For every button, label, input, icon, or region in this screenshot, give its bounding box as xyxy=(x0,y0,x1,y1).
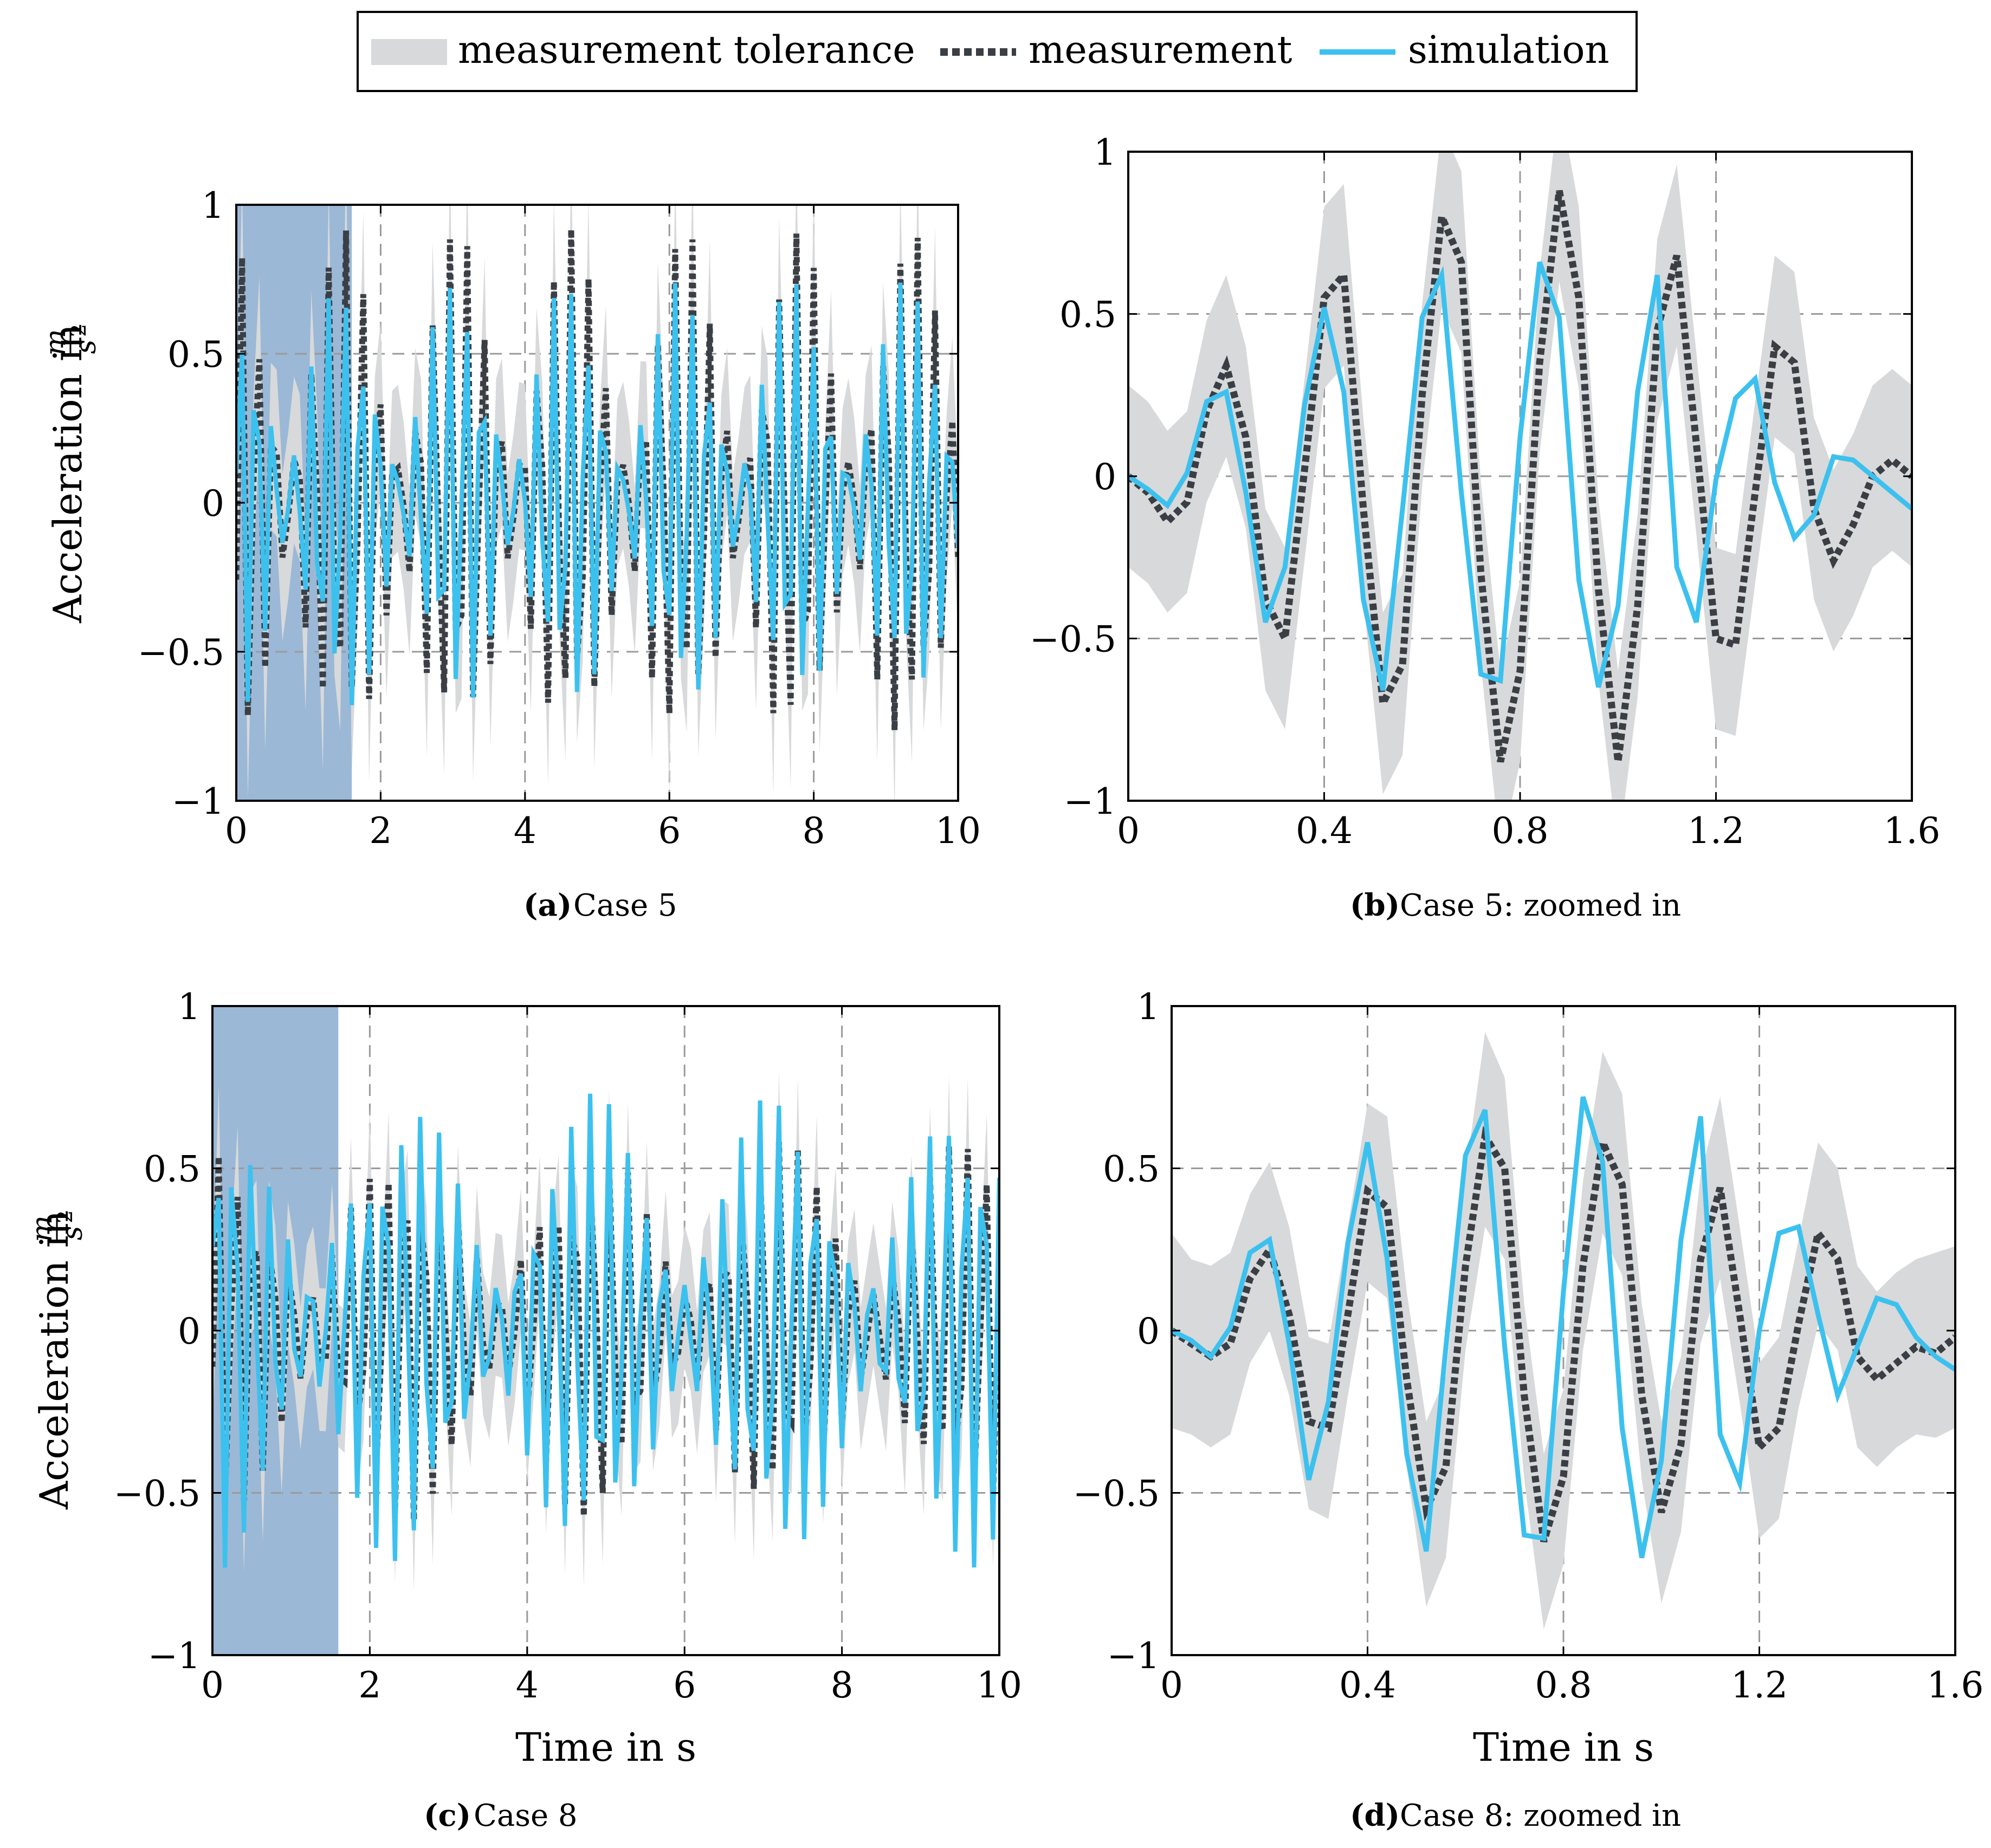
y-tick-label: 1 xyxy=(1137,986,1160,1028)
y-tick-label: 0 xyxy=(178,1311,201,1352)
panel-c-caption-tag: (c) xyxy=(424,1798,471,1833)
legend-swatch-tolerance xyxy=(371,39,447,65)
x-tick-label: 0 xyxy=(1160,1664,1183,1706)
y-tick-label: 0.5 xyxy=(1059,294,1116,336)
x-tick-label: 1.6 xyxy=(1884,810,1941,852)
x-tick-label: 2 xyxy=(358,1664,381,1706)
y-tick-label: −0.5 xyxy=(1030,619,1116,660)
panel-b-simulation-line xyxy=(1128,261,1912,691)
x-tick-label: 0.8 xyxy=(1492,810,1549,852)
y-tick-label: −1 xyxy=(1107,1635,1160,1677)
y-tick-label: 0 xyxy=(1094,456,1116,498)
panel-d-caption-tag: (d) xyxy=(1350,1798,1400,1833)
panel-c-y-axis-label: Acceleration in m s 2 xyxy=(26,1210,89,1510)
x-tick-label: 0 xyxy=(201,1664,224,1706)
y-tick-label: −0.5 xyxy=(138,632,224,673)
legend: measurement tolerance measurement simula… xyxy=(357,11,1638,92)
x-tick-label: 2 xyxy=(369,810,392,852)
panel-c-caption: Case 8 xyxy=(474,1798,578,1833)
panel-a-caption-tag: (a) xyxy=(523,887,572,923)
legend-box xyxy=(357,11,1638,92)
panel-d-x-axis-label: Time in s xyxy=(1473,1724,1654,1770)
panel-d: 0 0.4 0.8 1.2 1.6 −1 −0.5 0 0.5 1 Time in s (d) C… xyxy=(1073,986,1984,1833)
panel-d-tolerance-band xyxy=(1172,1032,1955,1630)
x-tick-label: 1.6 xyxy=(1927,1664,1984,1706)
y-tick-label: −0.5 xyxy=(1073,1473,1160,1515)
x-tick-label: 1.2 xyxy=(1731,1664,1788,1706)
x-tick-label: 6 xyxy=(658,810,681,852)
panel-a-ticks: 0 2 4 6 8 10 −1 −0.5 0 0.5 1 xyxy=(138,185,981,852)
y-tick-label: 0.5 xyxy=(167,334,224,375)
y-tick-label: 1 xyxy=(202,185,224,226)
panel-a-caption: Case 5 xyxy=(573,888,677,923)
panel-d-ticks: 0 0.4 0.8 1.2 1.6 −1 −0.5 0 0.5 1 xyxy=(1073,986,1984,1706)
y-tick-label: 1 xyxy=(1094,132,1116,173)
panel-a: 0 2 4 6 8 10 −1 −0.5 0 0.5 1 Acceleration in m s 2… xyxy=(40,185,981,923)
x-tick-label: 0.8 xyxy=(1535,1664,1592,1706)
y-tick-label: 0.5 xyxy=(144,1149,201,1190)
x-tick-label: 10 xyxy=(935,810,981,852)
panel-c-simulation-line xyxy=(212,1093,999,1568)
panel-b: 0 0.4 0.8 1.2 1.6 −1 −0.5 0 0.5 1 (b) Case 5: zoo… xyxy=(1030,132,1941,923)
x-tick-label: 4 xyxy=(514,810,536,852)
legend-label-simulation: simulation xyxy=(1408,28,1609,72)
panel-d-caption: Case 8: zoomed in xyxy=(1400,1798,1681,1833)
x-tick-label: 8 xyxy=(803,810,825,852)
panel-d-simulation-line xyxy=(1172,1096,1955,1559)
x-tick-label: 0.4 xyxy=(1339,1664,1396,1706)
panel-b-caption: Case 5: zoomed in xyxy=(1400,888,1681,923)
y-tick-label: −1 xyxy=(172,781,224,822)
y-tick-label: 1 xyxy=(178,986,201,1028)
panel-d-measurement-line xyxy=(1172,1125,1955,1543)
x-tick-label: 4 xyxy=(516,1664,539,1706)
y-tick-label: −0.5 xyxy=(114,1473,201,1515)
x-tick-label: 0.4 xyxy=(1296,810,1353,852)
svg-text:m: m xyxy=(26,1215,59,1242)
panel-c-x-axis-label: Time in s xyxy=(515,1724,696,1770)
x-tick-label: 10 xyxy=(977,1664,1022,1706)
svg-text:s: s xyxy=(56,1226,89,1241)
svg-text:Acceleration in: Acceleration in xyxy=(45,324,90,624)
y-tick-label: 0.5 xyxy=(1103,1149,1160,1190)
x-tick-label: 0 xyxy=(225,810,248,852)
panel-c-ticks: 0 2 4 6 8 10 −1 −0.5 0 0.5 1 xyxy=(114,986,1022,1706)
x-tick-label: 0 xyxy=(1117,810,1140,852)
panel-c: 0 2 4 6 8 10 −1 −0.5 0 0.5 1 Acceleration in m s 2… xyxy=(26,986,1022,1833)
panel-b-measurement-line xyxy=(1128,190,1912,763)
svg-text:Acceleration in: Acceleration in xyxy=(31,1210,77,1510)
x-tick-label: 8 xyxy=(831,1664,854,1706)
y-tick-label: −1 xyxy=(1064,781,1116,822)
panel-a-simulation-line xyxy=(236,282,958,705)
legend-label-measurement: measurement xyxy=(1029,28,1292,72)
y-tick-label: 0 xyxy=(1137,1311,1160,1352)
x-tick-label: 6 xyxy=(673,1664,696,1706)
y-tick-label: −1 xyxy=(148,1635,201,1677)
svg-text:m: m xyxy=(40,329,72,355)
panel-a-y-axis-label: Acceleration in m s 2 xyxy=(40,324,102,624)
legend-label-tolerance: measurement tolerance xyxy=(458,28,915,72)
svg-text:s: s xyxy=(70,340,102,354)
panel-b-ticks: 0 0.4 0.8 1.2 1.6 −1 −0.5 0 0.5 1 xyxy=(1030,132,1941,852)
y-tick-label: 0 xyxy=(202,483,224,524)
x-tick-label: 1.2 xyxy=(1688,810,1744,852)
panel-b-caption-tag: (b) xyxy=(1350,887,1400,923)
